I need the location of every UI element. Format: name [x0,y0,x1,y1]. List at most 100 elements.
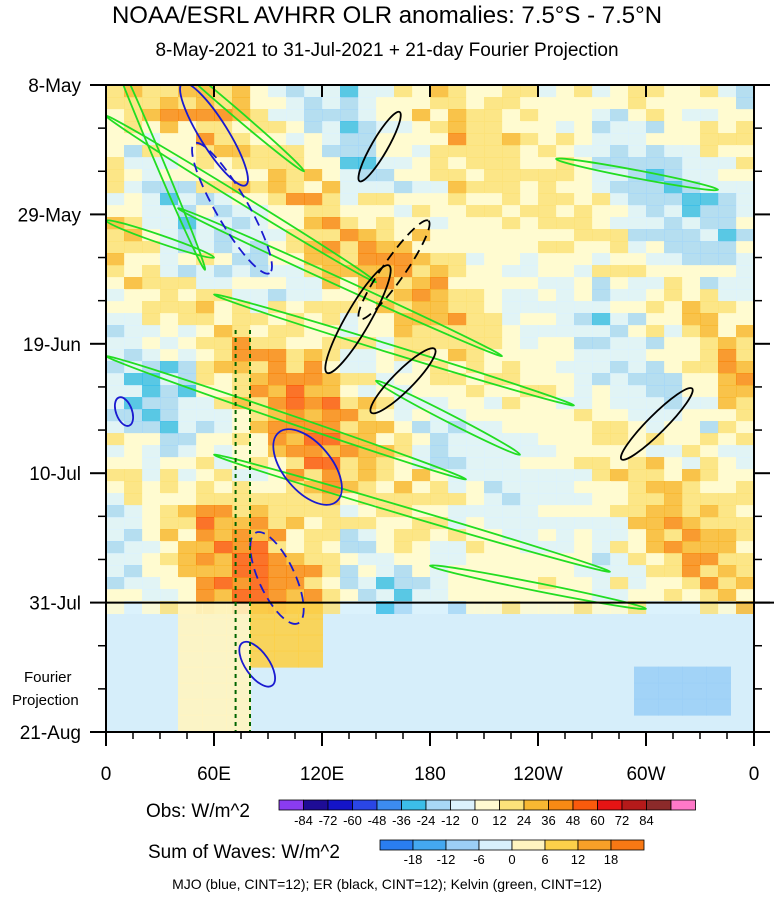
anomaly-cell [592,277,611,290]
anomaly-cell [628,157,647,170]
anomaly-cell [736,565,754,578]
anomaly-cell [304,385,323,398]
anomaly-cell [700,289,719,302]
anomaly-cell [610,145,629,158]
anomaly-cell [700,529,719,542]
legend-level-label: -24 [417,813,436,828]
projection-cell [202,618,227,636]
anomaly-cell [106,553,125,566]
anomaly-cell [718,265,737,278]
anomaly-cell [700,229,719,242]
anomaly-cell [286,193,305,206]
anomaly-cell [196,517,215,530]
anomaly-cell [340,217,359,230]
anomaly-cell [628,469,647,482]
anomaly-cell [484,553,503,566]
anomaly-cell [160,349,179,362]
anomaly-cell [322,565,341,578]
anomaly-cell [538,565,557,578]
anomaly-cell [376,601,395,614]
anomaly-cell [268,169,287,182]
legend-level-label: 6 [541,852,548,867]
anomaly-cell [520,445,539,458]
anomaly-cell [304,169,323,182]
anomaly-cell [322,505,341,518]
er-contour [357,219,431,321]
anomaly-cell [664,145,683,158]
anomaly-cell [556,469,575,482]
anomaly-cell [682,121,701,134]
anomaly-cell [304,85,323,98]
anomaly-cell [196,301,215,314]
anomaly-cell [142,529,161,542]
anomaly-cell [736,313,754,326]
anomaly-cell [124,145,143,158]
anomaly-cell [358,301,377,314]
anomaly-cell [304,109,323,122]
anomaly-cell [214,337,233,350]
anomaly-cell [682,553,701,566]
anomaly-cell [736,109,754,122]
legend-swatch [511,839,546,851]
anomaly-cell [178,469,197,482]
anomaly-cell [718,493,737,506]
anomaly-cell [538,469,557,482]
anomaly-cell [250,217,269,230]
anomaly-cell [502,253,521,266]
projection-cell [226,666,251,684]
anomaly-cell [484,493,503,506]
anomaly-cell [610,97,629,110]
anomaly-cell [556,121,575,134]
anomaly-cell [160,421,179,434]
anomaly-cell [736,445,754,458]
anomaly-cell [538,313,557,326]
anomaly-cell [160,253,179,266]
anomaly-cell [646,349,665,362]
anomaly-cell [736,505,754,518]
anomaly-cell [466,601,485,614]
legend-swatch [450,799,476,811]
anomaly-cell [124,589,143,602]
anomaly-cell [718,145,737,158]
anomaly-cell [124,421,143,434]
anomaly-cell [340,169,359,182]
anomaly-cell [340,145,359,158]
anomaly-cell [628,505,647,518]
anomaly-cell [466,493,485,506]
anomaly-cell [322,181,341,194]
anomaly-cell [502,169,521,182]
anomaly-cell [358,169,377,182]
anomaly-cell [556,457,575,470]
anomaly-cell [340,313,359,326]
projection-cell [202,682,227,700]
anomaly-cell [376,169,395,182]
anomaly-cell [502,217,521,230]
anomaly-cell [628,217,647,230]
anomaly-cell [502,277,521,290]
anomaly-cell [340,421,359,434]
anomaly-cell [214,109,233,122]
anomaly-cell [664,589,683,602]
anomaly-cell [124,241,143,254]
anomaly-cell [538,193,557,206]
anomaly-cell [232,157,251,170]
anomaly-cell [736,469,754,482]
anomaly-cell [700,181,719,194]
anomaly-cell [736,385,754,398]
anomaly-cell [196,337,215,350]
anomaly-cell [394,577,413,590]
anomaly-cell [160,265,179,278]
anomaly-cell [268,337,287,350]
anomaly-cell [394,97,413,110]
anomaly-cell [196,409,215,422]
anomaly-cell [358,253,377,266]
anomaly-cell [268,217,287,230]
anomaly-cell [448,277,467,290]
anomaly-cell [700,205,719,218]
anomaly-cell [592,505,611,518]
anomaly-cell [196,445,215,458]
legend-swatch [572,799,598,811]
anomaly-cell [412,85,431,98]
anomaly-cell [610,277,629,290]
anomaly-cell [664,241,683,254]
